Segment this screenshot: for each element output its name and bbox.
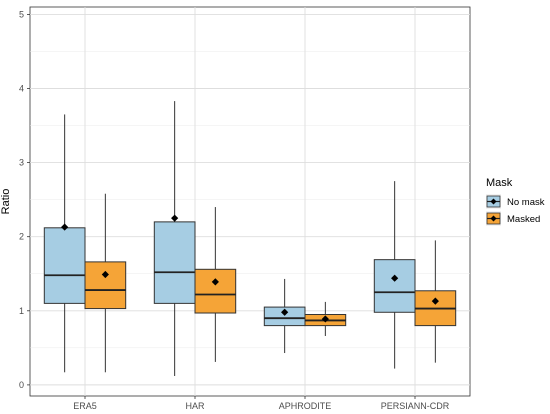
box-masked-aphrodite bbox=[304, 301, 347, 336]
y-tick-label: 5 bbox=[19, 9, 24, 19]
y-tick-label: 4 bbox=[19, 84, 24, 94]
y-axis: 0 1 2 3 4 5 bbox=[19, 9, 30, 390]
legend-key-mean bbox=[490, 215, 497, 222]
legend-key-no-mask: No mask bbox=[486, 194, 545, 209]
box-body bbox=[194, 268, 237, 314]
x-tick-label: APHRODITE bbox=[279, 401, 332, 411]
legend-label: No mask bbox=[507, 197, 545, 208]
y-tick-label: 3 bbox=[19, 158, 24, 168]
boxes bbox=[43, 101, 457, 376]
x-axis: ERA5 HAR APHRODITE PERSIANN-CDR bbox=[73, 396, 450, 411]
y-tick-label: 1 bbox=[19, 306, 24, 316]
mean-marker bbox=[431, 297, 439, 305]
mean-marker bbox=[391, 274, 399, 282]
box-masked-persiann-cdr bbox=[414, 240, 457, 363]
box-masked-har bbox=[194, 207, 237, 362]
legend: Mask No mask Masked bbox=[486, 177, 545, 226]
x-tick-label: PERSIANN-CDR bbox=[381, 401, 450, 411]
y-axis-title: Ratio bbox=[0, 189, 12, 215]
legend-label: Masked bbox=[507, 214, 540, 225]
box-no-mask-aphrodite bbox=[263, 278, 306, 354]
y-tick-label: 2 bbox=[19, 232, 24, 242]
mean-marker bbox=[61, 223, 69, 231]
x-tick-label: ERA5 bbox=[73, 401, 97, 411]
box-body bbox=[43, 227, 86, 304]
mean-marker bbox=[321, 315, 329, 323]
box-no-mask-har bbox=[153, 101, 196, 376]
legend-key-masked: Masked bbox=[486, 211, 540, 226]
gridlines bbox=[30, 7, 470, 396]
mean-marker bbox=[171, 214, 179, 222]
y-tick-label: 0 bbox=[19, 380, 24, 390]
legend-key-mean bbox=[490, 198, 497, 205]
legend-title: Mask bbox=[486, 177, 513, 189]
mean-marker bbox=[281, 308, 289, 316]
mean-marker bbox=[211, 278, 219, 286]
box-body bbox=[153, 221, 196, 304]
mean-marker bbox=[101, 270, 109, 279]
plot-panel bbox=[29, 6, 471, 397]
box-masked-era5 bbox=[84, 193, 127, 373]
box-no-mask-era5 bbox=[43, 114, 86, 373]
box-body bbox=[84, 261, 127, 310]
box-no-mask-persiann-cdr bbox=[373, 181, 416, 369]
box-body bbox=[373, 259, 416, 313]
x-tick-label: HAR bbox=[185, 401, 205, 411]
